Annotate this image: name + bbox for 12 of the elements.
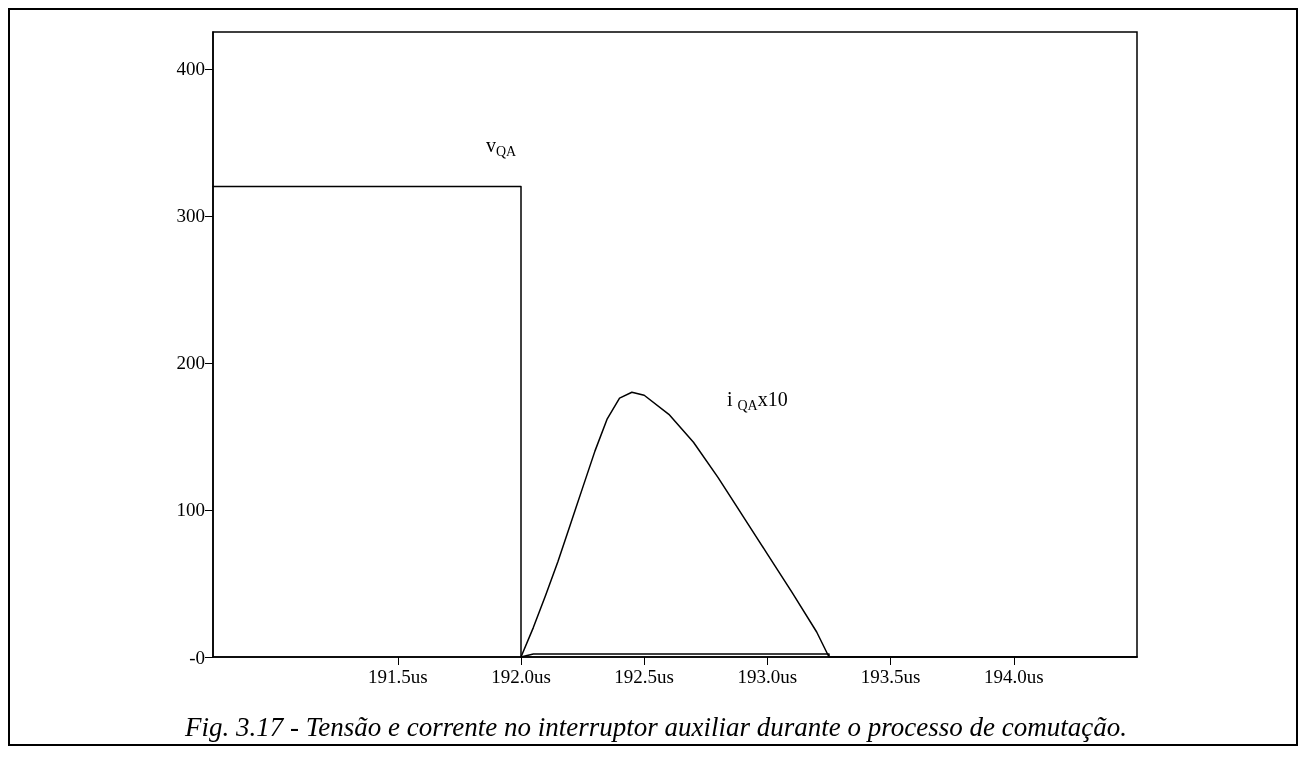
x-tick-label: 193.5us xyxy=(860,666,921,687)
x-tick-label: 192.0us xyxy=(491,666,551,687)
y-tick-label: -0 xyxy=(189,646,205,668)
y-tick-label: 200 xyxy=(176,352,205,374)
text: Fig. 3.17 - Tensão e corrente no interruptor auxiliar durante o processo de comutação. xyxy=(184,711,1127,742)
x-tick-label: 193.0us xyxy=(737,666,798,687)
y-tick-label: 100 xyxy=(176,499,205,521)
x-tick-label: 194.0us xyxy=(983,666,1044,687)
x-tick-label: 192.5us xyxy=(614,666,675,687)
y-tick-label: 300 xyxy=(176,205,205,227)
y-tick-label: 400 xyxy=(176,58,205,80)
x-tick-label: 191.5us xyxy=(367,666,428,687)
